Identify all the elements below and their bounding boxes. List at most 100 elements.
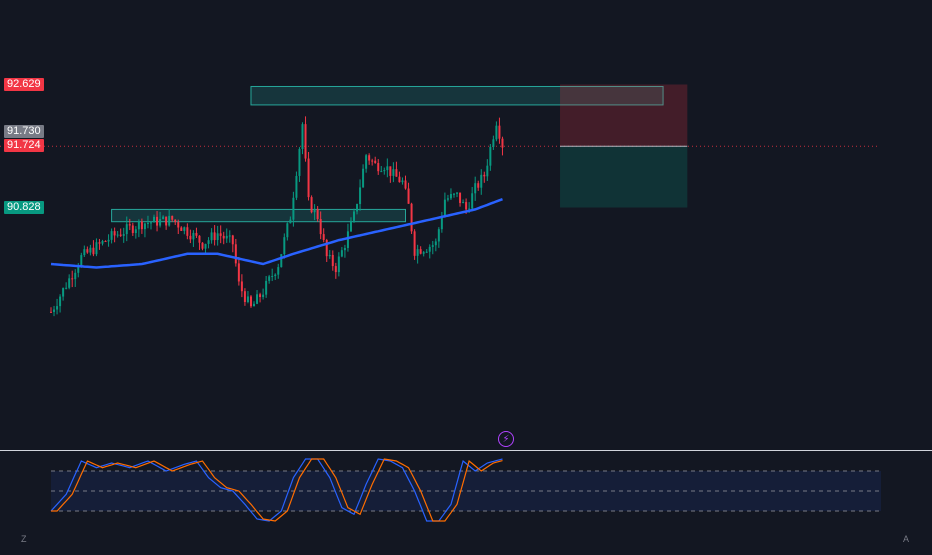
candle-body: [153, 216, 156, 223]
candle-body: [289, 219, 292, 224]
candle-body: [65, 287, 68, 289]
candle-body: [71, 278, 74, 280]
candle-body: [446, 198, 449, 200]
candle-body: [452, 193, 455, 195]
stoch-d-line: [51, 458, 503, 522]
candle-body: [362, 168, 365, 188]
candle: [383, 167, 386, 175]
candle-body: [177, 222, 180, 228]
candle-body: [468, 208, 471, 210]
candle-body: [404, 180, 407, 189]
candle: [59, 294, 62, 313]
candle: [401, 177, 404, 185]
candle-body: [431, 245, 434, 247]
candle: [462, 199, 465, 204]
candle-body: [313, 208, 316, 213]
candle-body: [86, 249, 89, 253]
candle: [256, 290, 259, 305]
candle: [168, 209, 171, 227]
candle-body: [353, 211, 355, 221]
candle-body: [462, 202, 465, 204]
candle-body: [98, 242, 101, 244]
position-layer: [0, 84, 880, 208]
candle: [213, 225, 216, 246]
candle: [153, 214, 156, 223]
candle-body: [189, 235, 192, 240]
candle: [268, 274, 271, 284]
candle: [207, 237, 210, 249]
candle-body: [319, 218, 322, 235]
candle: [419, 246, 422, 255]
candle: [210, 228, 213, 244]
candle: [292, 191, 295, 227]
candle: [265, 275, 268, 298]
candle-body: [183, 227, 186, 231]
candle: [201, 242, 204, 251]
candle: [253, 301, 256, 307]
candle: [228, 230, 231, 243]
candle: [159, 211, 162, 228]
candle-body: [340, 250, 343, 257]
candle-body: [401, 180, 404, 183]
candle-body: [146, 222, 149, 224]
candle: [425, 249, 428, 254]
candle: [395, 161, 398, 177]
candle-body: [253, 303, 256, 307]
pane-divider[interactable]: [0, 450, 932, 451]
candle-body: [386, 166, 389, 171]
candle-body: [271, 275, 274, 277]
candle-body: [262, 294, 265, 297]
candle-body: [162, 216, 165, 220]
candle-body: [192, 232, 195, 240]
candle-body: [228, 235, 231, 237]
candle-body: [240, 281, 243, 292]
candle: [280, 253, 283, 268]
candle: [183, 226, 186, 235]
candle-body: [243, 291, 246, 302]
candle: [140, 218, 143, 234]
candle: [449, 188, 452, 201]
candle-body: [310, 197, 313, 213]
candle: [407, 182, 410, 204]
candle: [349, 217, 352, 233]
candle: [343, 244, 346, 258]
candle: [231, 234, 234, 253]
candle: [246, 291, 249, 304]
corner-left-label[interactable]: Z: [21, 534, 27, 544]
candle: [180, 226, 183, 231]
candle: [122, 227, 125, 243]
candle: [74, 269, 77, 287]
candle-body: [383, 170, 386, 172]
lightning-alert-icon[interactable]: ⚡: [498, 431, 514, 447]
candle: [398, 171, 401, 183]
candle: [50, 307, 52, 313]
candle: [356, 203, 359, 215]
candle-body: [180, 227, 183, 231]
candle-body: [77, 266, 80, 273]
candle-body: [489, 146, 492, 166]
candle-body: [62, 288, 65, 297]
candle-body: [156, 216, 159, 226]
candle-body: [474, 183, 477, 194]
candle-body: [440, 216, 443, 230]
candle: [286, 222, 289, 241]
candle-body: [477, 183, 480, 188]
corner-right-label[interactable]: A: [903, 534, 910, 544]
candle-body: [246, 296, 249, 302]
candle: [416, 244, 419, 264]
candle-body: [492, 139, 495, 147]
candle-body: [113, 231, 116, 236]
entry-price-label: 91.724: [4, 139, 44, 152]
candle: [110, 228, 113, 244]
candle: [216, 225, 219, 246]
candle-body: [322, 234, 325, 240]
candle-body: [465, 202, 468, 210]
ma-layer: [50, 198, 503, 269]
candle-body: [471, 193, 474, 209]
candle: [289, 216, 292, 224]
candle-body: [268, 276, 271, 281]
candle-body: [159, 219, 162, 226]
candle-body: [171, 215, 174, 220]
